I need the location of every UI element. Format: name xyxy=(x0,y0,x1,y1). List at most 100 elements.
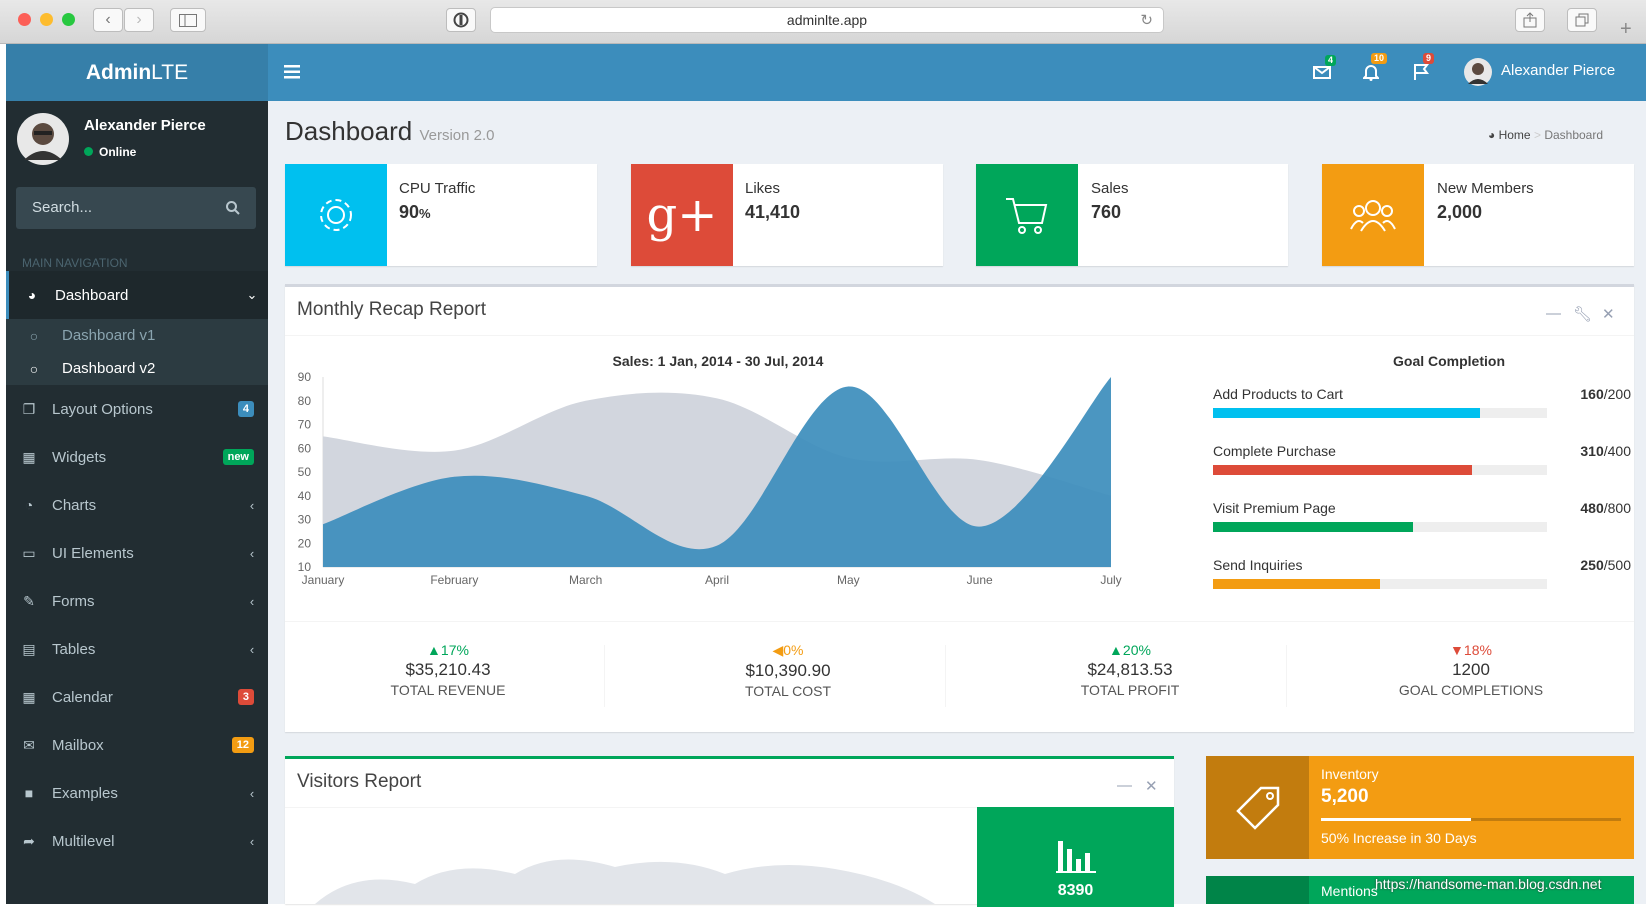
visitors-report-box: Visitors Report — ✕ 8390 xyxy=(285,756,1174,904)
sidebar-item-dashboard-v2[interactable]: ○Dashboard v2 xyxy=(6,352,268,385)
sidebar-item-dashboard-v1[interactable]: ○Dashboard v1 xyxy=(6,319,268,352)
messages-count-badge: 4 xyxy=(1325,55,1336,66)
reload-icon[interactable]: ↻ xyxy=(1140,8,1153,33)
goal-done: 480 xyxy=(1580,500,1603,516)
tabs-icon xyxy=(1575,13,1589,27)
logo-light: LTE xyxy=(151,61,188,84)
sidebar-item-charts[interactable]: ◔Charts‹ xyxy=(6,481,268,529)
x-tick-label: January xyxy=(302,573,345,587)
inventory-caption: 50% Increase in 30 Days xyxy=(1321,830,1477,846)
dashboard-icon: ◕ xyxy=(1488,128,1495,142)
sidebar-item-label: Dashboard v1 xyxy=(62,327,268,344)
tasks-flag-icon[interactable] xyxy=(1413,63,1429,81)
hamburger-menu-icon[interactable] xyxy=(284,65,300,79)
stat-caption: TOTAL REVENUE xyxy=(283,682,613,698)
sidebar-item-dashboard[interactable]: ◕Dashboard⌄ xyxy=(6,271,268,319)
search-icon[interactable] xyxy=(226,201,240,215)
new-tab-button[interactable]: + xyxy=(1620,18,1632,41)
inventory-progress-fill xyxy=(1321,818,1471,821)
goal-complete-purchase: Complete Purchase 310/400 xyxy=(1213,443,1631,459)
close-icon[interactable]: ✕ xyxy=(1145,777,1158,795)
forward-button[interactable]: › xyxy=(124,8,154,32)
dashboard-icon: ◕ xyxy=(9,287,55,303)
goal-send-inquiries: Send Inquiries 250/500 xyxy=(1213,557,1631,573)
search-placeholder: Search... xyxy=(32,199,92,216)
logo[interactable]: AdminLTE xyxy=(6,44,268,101)
tabs-button[interactable] xyxy=(1567,8,1597,32)
collapse-icon[interactable]: — xyxy=(1546,305,1561,322)
chevron-left-icon: ‹ xyxy=(236,546,268,561)
sidebar-toggle-button[interactable] xyxy=(170,8,206,32)
goal-value: 480/800 xyxy=(1580,500,1631,516)
stat-goal-completions: ▼18% 1200 GOAL COMPLETIONS xyxy=(1306,642,1636,698)
th-icon: ▦ xyxy=(6,449,52,466)
sidebar-item-label: Tables xyxy=(52,641,236,658)
breadcrumb-home-link[interactable]: Home xyxy=(1499,128,1531,142)
sidebar-item-examples[interactable]: ■Examples‹ xyxy=(6,769,268,817)
y-tick-label: 10 xyxy=(298,560,312,574)
sidebar-item-forms[interactable]: ✎Forms‹ xyxy=(6,577,268,625)
stat-caption: GOAL COMPLETIONS xyxy=(1306,682,1636,698)
edit-icon: ✎ xyxy=(6,593,52,610)
cpu-traffic-unit: % xyxy=(419,206,431,221)
address-bar[interactable]: adminlte.app ↻ xyxy=(490,7,1164,33)
sales-value: 760 xyxy=(1091,202,1121,223)
sidebar: AdminLTE Alexander Pierce Online Search.… xyxy=(6,44,268,904)
google-plus-icon: g+ xyxy=(631,164,733,266)
status-dot-icon xyxy=(84,147,93,156)
gear-icon xyxy=(315,194,357,236)
header-avatar[interactable] xyxy=(1463,57,1493,87)
mentions-title: Mentions xyxy=(1321,883,1378,899)
envelope-icon: ✉ xyxy=(6,737,52,754)
chevron-left-icon: ‹ xyxy=(236,642,268,657)
goal-total: /200 xyxy=(1604,386,1631,402)
breadcrumb-current: Dashboard xyxy=(1544,128,1603,142)
wrench-icon[interactable]: 🔧︎ xyxy=(1573,305,1592,323)
sidebar-item-label: Layout Options xyxy=(52,401,238,418)
tasks-count-badge: 9 xyxy=(1423,53,1434,64)
share-button[interactable] xyxy=(1515,8,1545,32)
sidebar-item-tables[interactable]: ▤Tables‹ xyxy=(6,625,268,673)
sidebar-item-ui-elements[interactable]: ▭UI Elements‹ xyxy=(6,529,268,577)
y-tick-label: 70 xyxy=(298,418,312,432)
chevron-down-icon: ⌄ xyxy=(236,287,268,303)
goal-progress-track xyxy=(1213,408,1547,418)
sidebar-item-label: Charts xyxy=(52,497,236,514)
mentions-icon-area xyxy=(1206,876,1309,904)
sidebar-search-input[interactable]: Search... xyxy=(16,187,256,229)
stat-percent-value: 0% xyxy=(783,642,803,658)
widgets-new-badge: new xyxy=(223,449,254,465)
header-user-name[interactable]: Alexander Pierce xyxy=(1501,62,1615,79)
minimize-window-button[interactable] xyxy=(40,13,53,26)
collapse-icon[interactable]: — xyxy=(1117,777,1132,794)
breadcrumb: ◕ Home > Dashboard xyxy=(1488,128,1603,142)
sidebar-icon xyxy=(179,14,197,27)
close-window-button[interactable] xyxy=(18,13,31,26)
stat-total-revenue: ▲17% $35,210.43 TOTAL REVENUE xyxy=(283,642,613,698)
goal-progress-fill xyxy=(1213,408,1480,418)
goal-value: 160/200 xyxy=(1580,386,1631,402)
info-box-icon-area xyxy=(1322,164,1424,266)
sales-title: Sales xyxy=(1091,180,1129,197)
sidebar-item-multilevel[interactable]: ➦Multilevel‹ xyxy=(6,817,268,865)
maximize-window-button[interactable] xyxy=(62,13,75,26)
cpu-traffic-number: 90 xyxy=(399,202,419,222)
back-button[interactable]: ‹ xyxy=(93,8,123,32)
box-header-divider xyxy=(285,335,1634,336)
x-tick-label: March xyxy=(569,573,602,587)
y-tick-label: 60 xyxy=(298,441,312,455)
top-navbar: 4 10 9 Alexander Pierce xyxy=(268,44,1646,101)
close-icon[interactable]: ✕ xyxy=(1602,305,1615,323)
privacy-shield-button[interactable] xyxy=(446,8,476,32)
messages-envelope-icon[interactable] xyxy=(1313,66,1331,79)
chart-title: Sales: 1 Jan, 2014 - 30 Jul, 2014 xyxy=(285,353,1151,369)
box-footer-divider xyxy=(285,621,1634,622)
notifications-bell-icon[interactable] xyxy=(1363,63,1379,81)
chevron-left-icon: ‹ xyxy=(236,498,268,513)
stat-percent-value: 18% xyxy=(1464,642,1492,658)
stat-amount: $24,813.53 xyxy=(965,660,1295,680)
